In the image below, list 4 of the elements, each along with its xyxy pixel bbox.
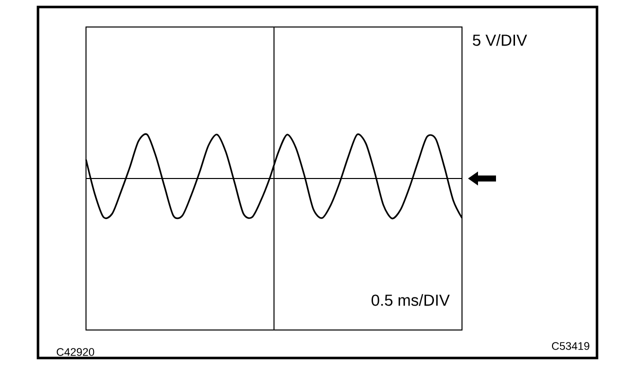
text: C42920 bbox=[56, 348, 94, 356]
text: C53419 bbox=[552, 342, 590, 350]
text: 5 V/DIV bbox=[472, 34, 528, 46]
text: 0.5 ms/DIV bbox=[372, 294, 450, 306]
